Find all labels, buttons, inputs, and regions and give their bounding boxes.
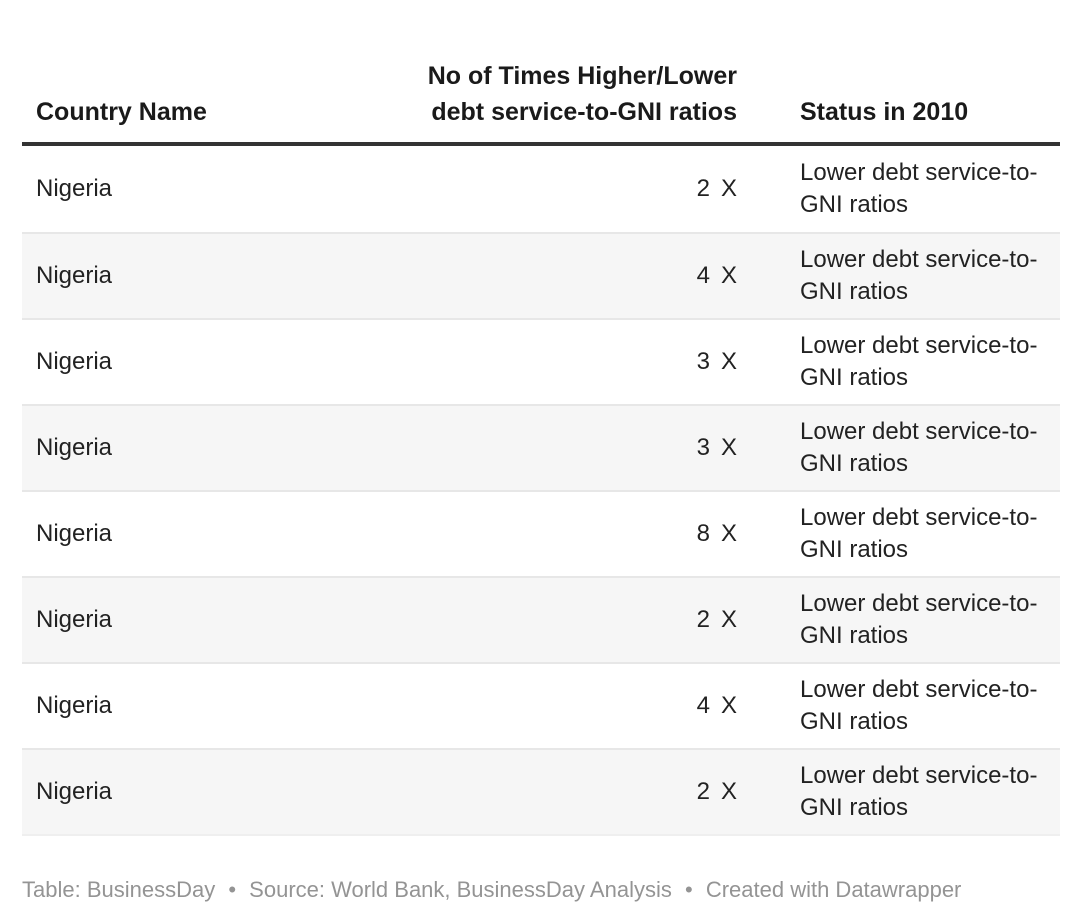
cell-status: Lower debt service-to-GNI ratios xyxy=(800,676,1038,735)
cell-status: Lower debt service-to-GNI ratios xyxy=(800,762,1038,821)
column-header-country-name: Country Name xyxy=(36,98,207,126)
cell-country: Nigeria xyxy=(36,262,113,289)
table-header-row: Country Name No of Times Higher/Lower de… xyxy=(22,0,1060,146)
footer-datawrapper-link[interactable]: Created with Datawrapper xyxy=(705,877,962,902)
times-unit: X xyxy=(720,778,737,805)
column-header-status: Status in 2010 xyxy=(800,98,969,126)
cell-status: Lower debt service-to-GNI ratios xyxy=(800,246,1038,305)
cell-country: Nigeria xyxy=(36,175,113,202)
times-value: 2 xyxy=(696,778,710,805)
times-value: 4 xyxy=(696,262,710,289)
cell-status: Lower debt service-to-GNI ratios xyxy=(800,418,1038,477)
cell-status: Lower debt service-to-GNI ratios xyxy=(800,332,1038,391)
times-unit: X xyxy=(720,606,737,633)
data-table: Country Name No of Times Higher/Lower de… xyxy=(22,0,1060,904)
cell-country: Nigeria xyxy=(36,606,113,633)
times-unit: X xyxy=(720,520,737,547)
times-value: 2 xyxy=(696,606,710,633)
times-value: 8 xyxy=(696,520,710,547)
footer-bullet-separator: • xyxy=(228,877,237,902)
cell-country: Nigeria xyxy=(36,520,113,547)
cell-country: Nigeria xyxy=(36,434,113,461)
times-value: 4 xyxy=(696,692,710,719)
times-unit: X xyxy=(720,434,737,461)
table-footer-credits: Table: BusinessDay • Source: World Bank,… xyxy=(22,876,1060,904)
times-unit: X xyxy=(720,262,737,289)
footer-source-credit: Source: World Bank, BusinessDay Analysis xyxy=(249,877,672,902)
column-header-times-line1: No of Times Higher/Lower xyxy=(427,62,737,90)
cell-country: Nigeria xyxy=(36,692,113,719)
cell-country: Nigeria xyxy=(36,348,113,375)
cell-status: Lower debt service-to-GNI ratios xyxy=(800,159,1038,218)
cell-status: Lower debt service-to-GNI ratios xyxy=(800,590,1038,649)
times-value: 3 xyxy=(696,434,710,461)
times-value: 2 xyxy=(696,175,710,202)
cell-country: Nigeria xyxy=(36,778,113,805)
cell-status: Lower debt service-to-GNI ratios xyxy=(800,504,1038,563)
column-header-times-line2: debt service-to-GNI ratios xyxy=(431,98,737,126)
times-unit: X xyxy=(720,175,737,202)
times-unit: X xyxy=(720,692,737,719)
footer-bullet-separator: • xyxy=(684,877,693,902)
times-unit: X xyxy=(720,348,737,375)
times-value: 3 xyxy=(696,348,710,375)
column-header-times: No of Times Higher/Lower debt service-to… xyxy=(370,58,786,130)
footer-table-credit: Table: BusinessDay xyxy=(22,877,216,902)
